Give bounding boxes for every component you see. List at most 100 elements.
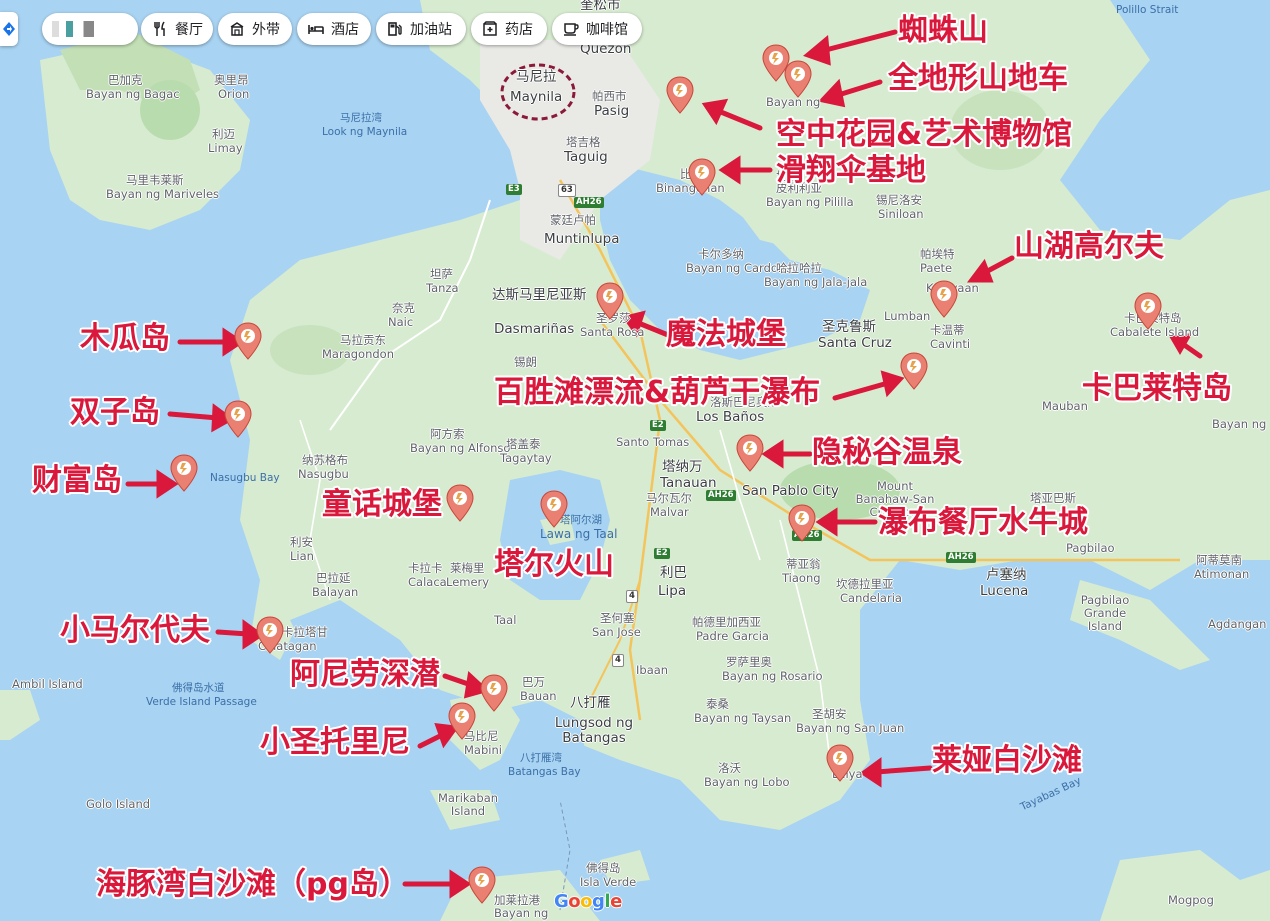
chip-pharmacy[interactable]: 药店 bbox=[471, 13, 547, 45]
arrow-rafting bbox=[832, 380, 891, 401]
place-mariveles-cn: 马里韦莱斯 bbox=[126, 173, 184, 187]
place-siniloan-cn: 锡尼洛安 bbox=[876, 193, 922, 207]
place-banahaw: Mount Banahaw-San Cristobal bbox=[855, 479, 935, 519]
road-shield-63: 63 bbox=[558, 184, 576, 197]
bed-icon bbox=[307, 20, 325, 38]
annotation-sky-garden: 空中花园&艺术博物馆 bbox=[776, 117, 1073, 152]
location-pin-icon bbox=[468, 866, 496, 904]
poi-pin-hot-spring[interactable] bbox=[736, 434, 764, 472]
poi-pin-waterfall-restaurant[interactable] bbox=[788, 504, 816, 542]
place-isla-verde-cn: 佛得岛 bbox=[586, 861, 621, 875]
poi-pin-santorini[interactable] bbox=[448, 702, 476, 740]
place-taal: Taal bbox=[494, 613, 517, 627]
place-tanza: Tanza bbox=[426, 281, 459, 295]
location-pin-icon bbox=[480, 674, 508, 712]
place-quezon-cn: 奎松市 bbox=[580, 0, 621, 13]
poi-pin-rafting[interactable] bbox=[900, 352, 928, 390]
place-bagac: Bayan ng Bagac bbox=[86, 87, 180, 101]
chip-cafe-label: 咖啡馆 bbox=[586, 22, 628, 38]
arrow-laiya bbox=[873, 765, 933, 775]
place-rizal: Bayan ng bbox=[766, 95, 821, 109]
poi-pin-twins[interactable] bbox=[224, 400, 252, 438]
poi-pin-sky-garden[interactable] bbox=[666, 76, 694, 114]
arrow-twins bbox=[167, 411, 221, 421]
chip-pharmacy-label: 药店 bbox=[505, 22, 533, 38]
poi-pin-atv[interactable] bbox=[784, 60, 812, 98]
google-wordmark: Google bbox=[554, 891, 622, 912]
place-taysan-cn: 泰桑 bbox=[706, 697, 729, 711]
poi-pin-anilao[interactable] bbox=[480, 674, 508, 712]
place-tiaong-cn: 蒂亚翁 bbox=[786, 557, 821, 571]
place-lian: Lian bbox=[290, 549, 314, 563]
chip-hotel[interactable]: 酒店 bbox=[297, 13, 371, 45]
annotation-rafting: 百胜滩漂流&葫芦干瀑布 bbox=[494, 375, 821, 410]
poi-pin-golf[interactable] bbox=[930, 280, 958, 318]
place-nasugbu: Nasugbu bbox=[298, 467, 349, 481]
place-golo: Golo Island bbox=[86, 797, 151, 811]
place-ibaan: Ibaan bbox=[636, 663, 669, 677]
place-tiaong: Tiaong bbox=[782, 571, 821, 585]
chip-takeout-label: 外带 bbox=[252, 22, 280, 38]
chip-partial-hidden[interactable] bbox=[42, 13, 138, 45]
annotation-hot-spring: 隐秘谷温泉 bbox=[812, 435, 962, 470]
chip-restaurant[interactable]: 餐厅 bbox=[141, 13, 213, 45]
place-marikaban: Marikaban Island bbox=[438, 791, 499, 818]
place-calaca: Calaca bbox=[408, 575, 447, 589]
place-paete: Paete bbox=[920, 261, 953, 275]
poi-pin-paragliding[interactable] bbox=[688, 158, 716, 196]
poi-pin-maldives[interactable] bbox=[256, 616, 284, 654]
chip-cafe[interactable]: 咖啡馆 bbox=[552, 13, 642, 45]
place-dasma-cn: 达斯马里尼亚斯 bbox=[492, 287, 587, 303]
place-lian-cn: 利安 bbox=[290, 535, 313, 549]
place-limay: Limay bbox=[208, 141, 243, 155]
place-taguig: Taguig bbox=[564, 149, 608, 165]
place-manila: Maynila bbox=[510, 89, 563, 105]
place-pagbilao-grande: Pagbilao Grande Island bbox=[1080, 593, 1130, 633]
takeout-bag-icon bbox=[228, 20, 246, 38]
chip-takeout[interactable]: 外带 bbox=[218, 13, 292, 45]
place-jalajala-cn: 哈拉哈拉 bbox=[776, 261, 822, 275]
poi-pin-taal[interactable] bbox=[540, 490, 568, 528]
location-pin-icon bbox=[540, 490, 568, 528]
road-shield-ah26-a: AH26 bbox=[574, 197, 604, 208]
metro-manila-urban bbox=[480, 40, 660, 260]
chip-gas[interactable]: 加油站 bbox=[376, 13, 466, 45]
annotation-twins: 双子岛 bbox=[70, 395, 160, 430]
poi-pin-magic-castle[interactable] bbox=[596, 282, 624, 320]
poi-pin-fairy-castle[interactable] bbox=[446, 484, 474, 522]
road-shield-e2-a: E2 bbox=[650, 420, 666, 431]
place-santarosa-cn: 圣罗莎 bbox=[596, 311, 631, 325]
poi-pin-dolphin-bay[interactable] bbox=[468, 866, 496, 904]
place-maragondon: Maragondon bbox=[322, 347, 394, 361]
place-batangas-cn: 八打雁 bbox=[570, 695, 611, 711]
place-sanjuan: Bayan ng San Juan bbox=[796, 721, 905, 735]
poi-pin-cabalete[interactable] bbox=[1134, 292, 1162, 330]
location-pin-icon bbox=[224, 400, 252, 438]
place-bauan: Bauan bbox=[520, 689, 557, 703]
place-rosario: Bayan ng Rosario bbox=[722, 669, 823, 683]
place-mabini-cn: 马比尼 bbox=[464, 729, 499, 743]
collapse-side-panel-button[interactable] bbox=[0, 12, 18, 46]
road-shield-e3: E3 bbox=[506, 184, 522, 195]
annotation-waterfall-restaurant: 瀑布餐厅水牛城 bbox=[878, 505, 1088, 540]
place-tanauan: Tanauan bbox=[660, 475, 717, 491]
place-manila-bay: Look ng Maynila bbox=[322, 126, 408, 138]
place-isla-verde: Isla Verde bbox=[580, 875, 637, 889]
place-lucena: Lucena bbox=[980, 583, 1029, 599]
place-bauan-cn: 巴万 bbox=[522, 675, 545, 689]
place-quezon: Quezon bbox=[580, 41, 632, 57]
place-malvar-cn: 马尔瓦尔 bbox=[646, 491, 692, 505]
directions-icon bbox=[3, 22, 15, 36]
place-pasig-cn: 帕西市 bbox=[592, 89, 627, 103]
poi-pin-spider[interactable] bbox=[762, 44, 790, 82]
place-tagaytay-cn: 塔盖泰 bbox=[506, 437, 541, 451]
place-manila-bay-cn: 马尼拉湾 bbox=[340, 112, 382, 124]
place-losbanos: Los Baños bbox=[696, 409, 765, 425]
poi-pin-fortune[interactable] bbox=[170, 454, 198, 492]
place-lemery: Lemery bbox=[446, 575, 490, 589]
place-mauban: Mauban bbox=[1042, 399, 1088, 413]
poi-pin-laiya[interactable] bbox=[826, 744, 854, 782]
annotation-taal: 塔尔火山 bbox=[494, 547, 614, 582]
poi-pin-papaya[interactable] bbox=[234, 322, 262, 360]
